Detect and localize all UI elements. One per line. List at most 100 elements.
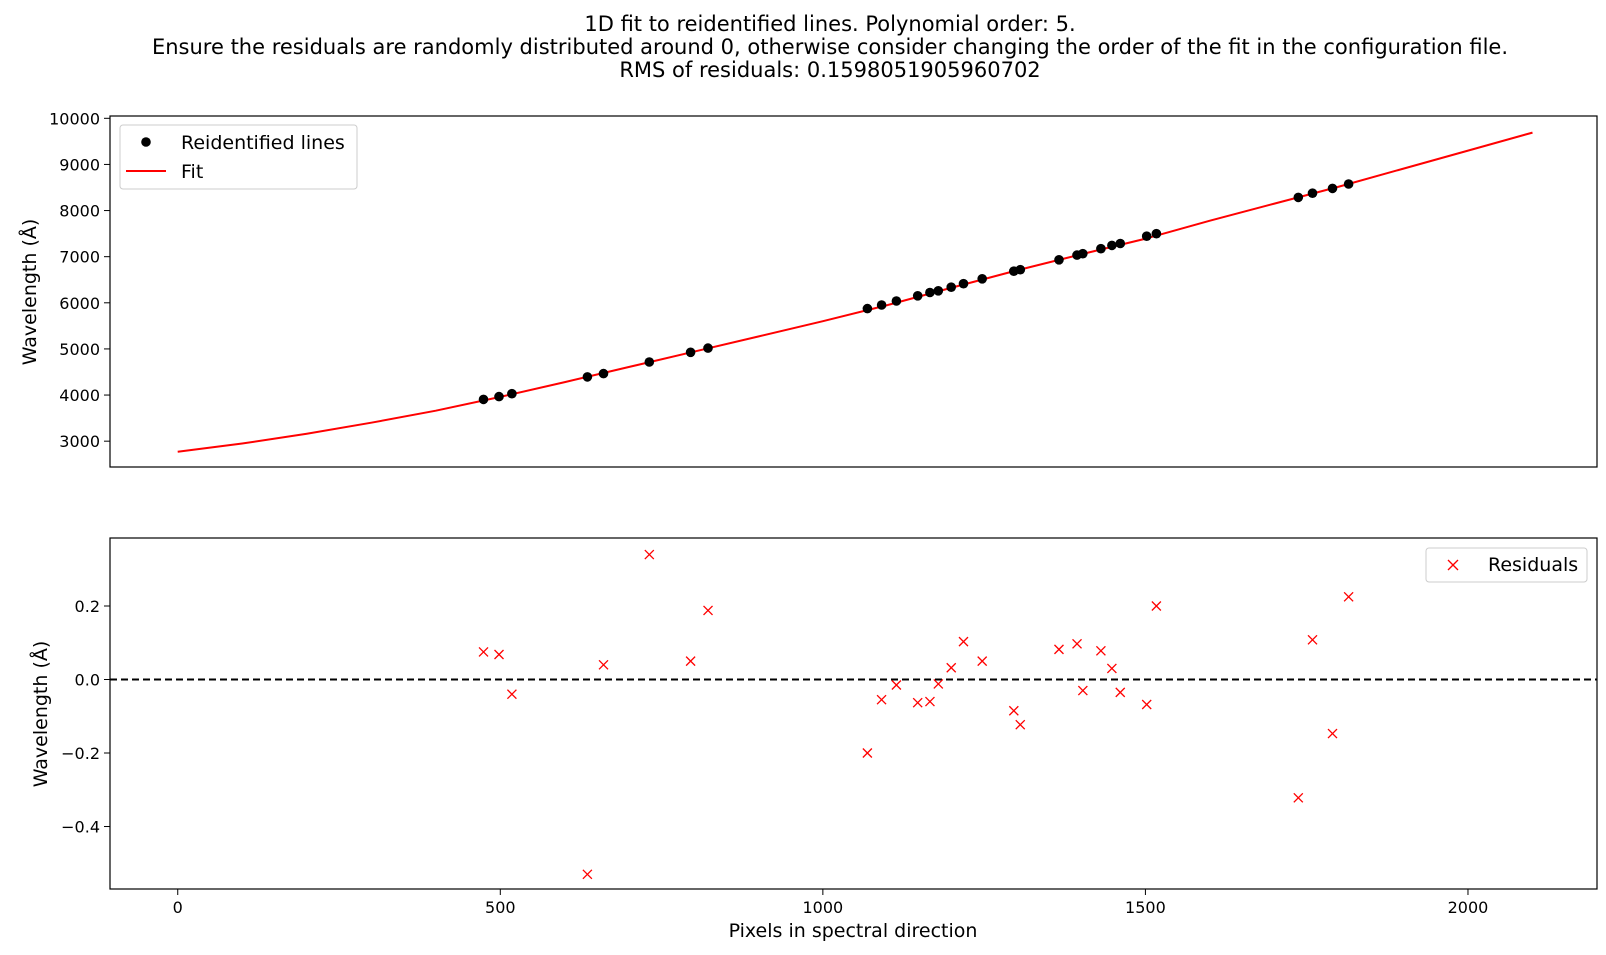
residuals-plot-area xyxy=(110,549,1597,880)
reidentified-line-point xyxy=(1343,179,1354,189)
residual-marker xyxy=(685,656,696,667)
fit-y-tick-label: 7000 xyxy=(59,248,100,267)
reidentified-line-point xyxy=(1096,243,1106,254)
reidentified-line-point xyxy=(1078,248,1088,259)
reidentified-line-point xyxy=(958,278,969,289)
residual-marker xyxy=(598,659,609,670)
fit-y-tick-label: 5000 xyxy=(59,340,100,359)
residual-marker xyxy=(958,636,969,647)
x-axis-label: Pixels in spectral direction xyxy=(729,920,978,942)
residual-marker xyxy=(1327,728,1338,739)
fit-y-tick-label: 10000 xyxy=(49,109,100,128)
reidentified-line-point xyxy=(1307,188,1318,198)
reidentified-line-point xyxy=(494,391,504,402)
residual-marker xyxy=(924,696,935,707)
x-tick-label: 1000 xyxy=(802,898,843,917)
legend-marker-residuals xyxy=(1447,559,1459,571)
legend-label-residuals: Residuals xyxy=(1488,554,1578,576)
reidentified-line-point xyxy=(1115,238,1126,249)
residual-marker xyxy=(1293,792,1304,803)
residual-marker xyxy=(946,662,957,673)
reidentified-line-point xyxy=(1327,183,1338,194)
reidentified-line-point xyxy=(507,388,517,399)
fit-y-axis: 3000 4000 5000 6000 7000 8000 9000 10000 xyxy=(49,109,110,451)
title-line-2: Ensure the residuals are randomly distri… xyxy=(152,35,1508,59)
fit-y-axis-label: Wavelength (Å) xyxy=(18,219,41,366)
x-tick-label: 500 xyxy=(485,898,516,917)
reidentified-line-point xyxy=(644,357,655,367)
residual-marker xyxy=(494,649,504,660)
residuals-y-tick-label: 0.0 xyxy=(75,671,100,690)
residuals-y-tick-label: −0.4 xyxy=(61,818,100,837)
residual-marker xyxy=(876,694,887,705)
reidentified-line-point xyxy=(977,274,987,284)
reidentified-line-point xyxy=(933,286,944,296)
residual-marker xyxy=(582,869,593,880)
residual-marker xyxy=(891,680,902,690)
title-line-3: RMS of residuals: 0.1598051905960702 xyxy=(619,58,1040,82)
residual-marker xyxy=(644,549,655,560)
reidentified-line-point xyxy=(925,287,935,298)
residual-marker xyxy=(1151,601,1162,611)
fit-y-tick-label: 3000 xyxy=(59,432,100,451)
residuals-y-tick-label: 0.2 xyxy=(75,597,100,616)
residual-marker xyxy=(1307,634,1318,645)
fit-y-tick-label: 8000 xyxy=(59,202,100,221)
x-tick-label: 2000 xyxy=(1448,898,1489,917)
reidentified-line-point xyxy=(912,291,923,301)
residuals-legend: Residuals xyxy=(1425,547,1588,583)
residual-marker xyxy=(1054,644,1064,655)
reidentified-line-point xyxy=(876,300,887,310)
residual-marker xyxy=(1106,663,1117,674)
reidentified-line-point xyxy=(1151,228,1162,239)
residual-marker xyxy=(1072,638,1082,649)
legend-marker-points xyxy=(141,137,151,147)
figure-title: 1D fit to reidentified lines. Polynomial… xyxy=(152,12,1508,82)
title-line-1: 1D fit to reidentified lines. Polynomial… xyxy=(584,12,1075,36)
reidentified-line-point xyxy=(891,296,902,306)
residual-marker xyxy=(1077,685,1088,696)
reidentified-line-point xyxy=(1293,192,1304,203)
reidentified-line-point xyxy=(1107,240,1117,251)
reidentified-line-point xyxy=(703,343,713,353)
residual-marker xyxy=(703,605,713,616)
residuals-y-axis-label: Wavelength (Å) xyxy=(29,641,52,788)
fit-axes-frame xyxy=(109,115,1598,468)
residuals-y-tick-label: −0.2 xyxy=(61,744,100,763)
residual-marker xyxy=(1115,687,1126,698)
residual-marker xyxy=(912,697,923,708)
residual-marker xyxy=(1095,645,1106,656)
reidentified-line-point xyxy=(862,303,873,314)
x-tick-label: 0 xyxy=(173,898,183,917)
residuals-y-axis: −0.4 −0.2 0.0 0.2 xyxy=(61,597,110,837)
residual-marker xyxy=(506,689,517,700)
fit-legend: Reidentified lines Fit xyxy=(119,124,358,190)
residual-marker xyxy=(1008,705,1019,716)
reidentified-line-point xyxy=(478,394,489,405)
reidentified-line-point xyxy=(1054,254,1064,265)
reidentified-line-point xyxy=(598,368,609,379)
legend-label-points: Reidentified lines xyxy=(181,132,345,154)
x-tick-label: 1500 xyxy=(1125,898,1166,917)
residuals-legend-box xyxy=(1425,547,1588,583)
fit-y-tick-label: 4000 xyxy=(59,386,100,405)
residual-marker xyxy=(1343,591,1354,602)
fit-legend-box xyxy=(119,124,358,190)
fit-panel: 3000 4000 5000 6000 7000 8000 9000 10000 Wavele… xyxy=(18,109,1598,468)
reidentified-line-point xyxy=(946,282,956,293)
fit-plot-area xyxy=(177,131,1533,453)
reidentified-line-point xyxy=(1015,264,1026,275)
residual-marker xyxy=(933,678,944,689)
residual-marker xyxy=(1141,699,1152,710)
reidentified-line-point xyxy=(1141,231,1152,241)
residual-marker xyxy=(478,646,489,657)
fit-curve xyxy=(177,131,1533,453)
residual-marker xyxy=(862,748,873,758)
fit-y-tick-label: 6000 xyxy=(59,294,100,313)
residuals-panel: −0.4 −0.2 0.0 0.2 0 500 1000 1500 2000 Waveleng… xyxy=(29,537,1598,942)
residuals-x-axis: 0 500 1000 1500 2000 xyxy=(173,889,1489,917)
residual-marker xyxy=(1015,719,1026,730)
reidentified-line-point xyxy=(582,372,593,382)
residual-marker xyxy=(977,656,988,667)
